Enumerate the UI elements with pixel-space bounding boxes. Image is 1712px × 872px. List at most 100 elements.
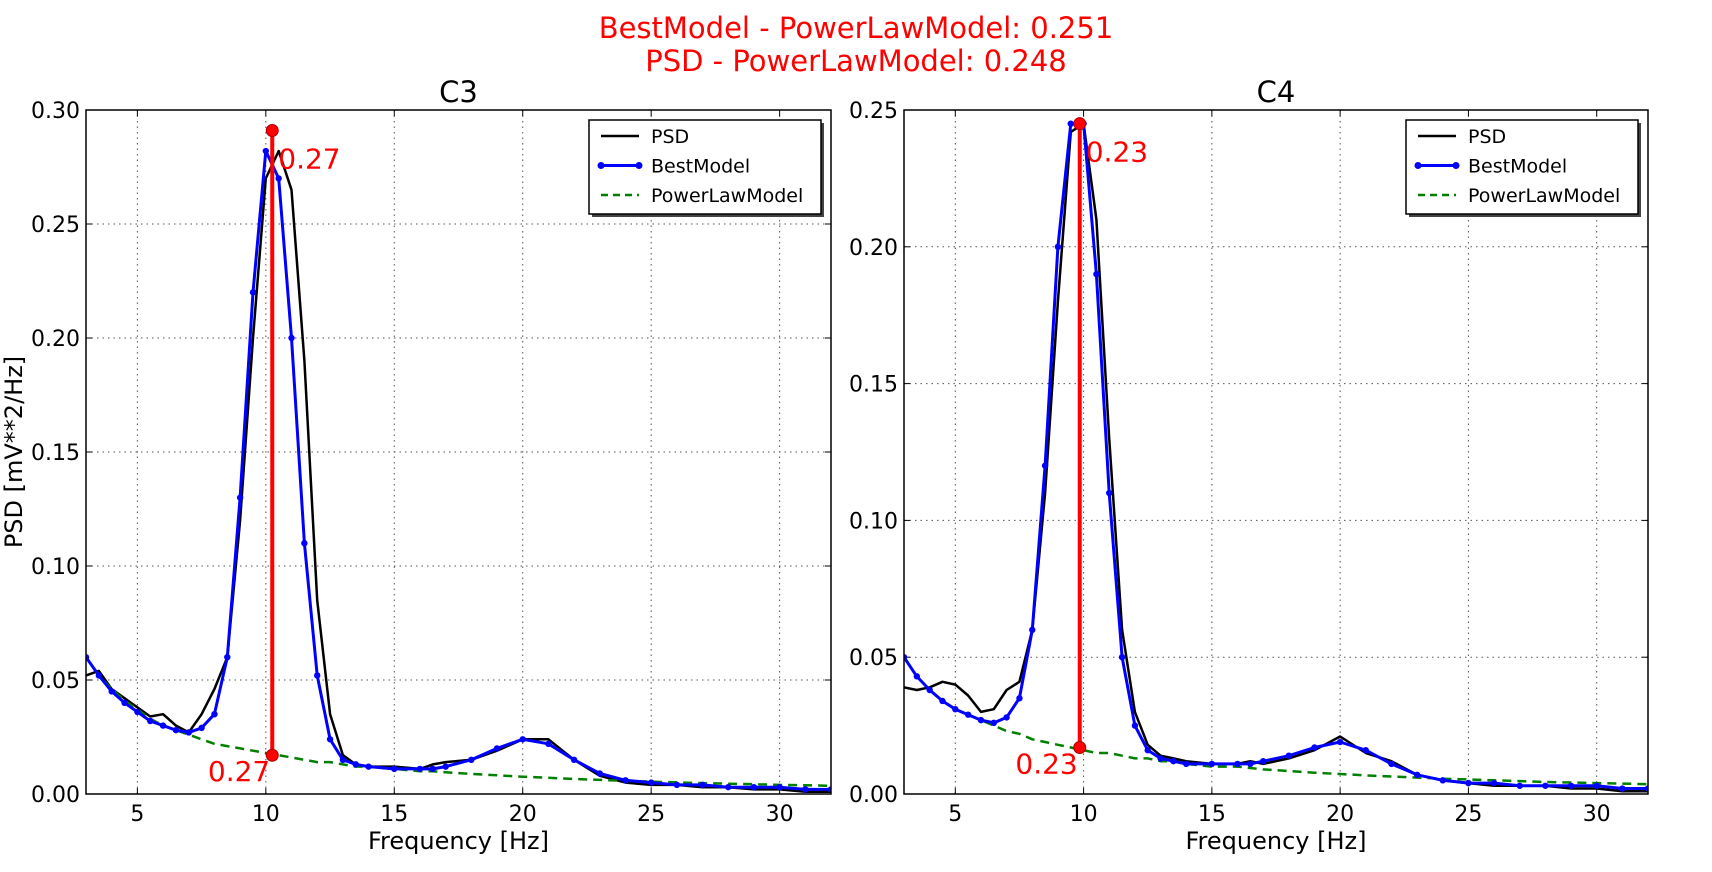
bestmodel-point [1259,757,1267,765]
bestmodel-point [365,763,372,770]
bestmodel-point [1041,462,1049,469]
bestmodel-point [1170,757,1177,765]
chart-panel-c3: 5 10 15 20 25 30 0.00 0.05 0.10 0.15 0.20 0.25 0.30 0… [0,75,832,855]
legend-dot [1414,162,1422,169]
bestmodel-point [1439,777,1446,784]
chart-panel-c4: 5 10 15 20 25 30 0.00 0.05 0.10 0.15 0.20 0.25 0.23 0… [849,75,1649,855]
bestmodel-point [1362,747,1369,754]
bestmodel-point [314,672,321,679]
figure-suptitle-line-1: BestModel - PowerLawModel: 0.251 [599,11,1114,45]
bestmodel-point [86,654,90,661]
y-tick-label: 0.10 [31,555,80,580]
bestmodel-point [939,697,946,705]
legend: PSD BestModel PowerLawModel [588,119,824,217]
y-tick-label: 0.05 [31,669,80,694]
peak-annotation-bottom-marker [265,748,279,762]
bestmodel-point [990,719,997,727]
bestmodel-point [1567,782,1575,789]
figure-suptitle-line-2: PSD - PowerLawModel: 0.248 [645,44,1067,78]
bestmodel-point [211,711,218,718]
bestmodel-point [352,761,359,768]
bestmodel-point [159,722,167,729]
peak-annotation-label-top: 0.27 [278,143,340,176]
bestmodel-point [913,673,921,680]
chart-title: C3 [439,75,478,109]
x-axis-label: Frequency [Hz] [1186,827,1367,855]
bestmodel-point [1234,760,1241,768]
bestmodel-point [1067,120,1074,127]
bestmodel-point [750,783,758,791]
bestmodel-point [1157,755,1164,762]
bestmodel-point [198,724,205,732]
bestmodel-point [108,688,115,695]
bestmodel-point [1593,782,1600,789]
peak-annotation-bottom-marker [1073,740,1087,754]
bestmodel-point [802,786,809,793]
bestmodel-point [1247,760,1254,768]
bestmodel-point [699,781,706,789]
bestmodel-point [121,699,128,706]
bestmodel-point [1311,744,1318,751]
bestmodel-point [776,783,783,791]
bestmodel-point [545,740,552,748]
peak-annotation-top-marker [265,124,279,138]
legend-dot [1452,162,1460,169]
y-axis-label: PSD [mV**2/Hz] [0,356,28,548]
bestmodel-point [1285,752,1293,759]
bestmodel-point [1413,771,1421,779]
x-tick-label: 30 [766,802,794,827]
y-tick-label: 0.25 [31,213,80,238]
bestmodel-point [1388,760,1395,768]
x-axis-label: Frequency [Hz] [368,827,549,855]
bestmodel-point [1029,626,1036,634]
x-tick-label: 25 [1454,802,1482,827]
bestmodel-point [95,672,103,679]
legend-label-powerlawmodel: PowerLawModel [651,185,803,207]
y-tick-label: 0.20 [31,327,80,352]
bestmodel-point [416,765,424,773]
plot-area [904,110,1648,794]
bestmodel-point [236,494,244,501]
x-tick-label: 25 [637,802,665,827]
x-tick-label: 15 [380,802,408,827]
bestmodel-point [725,783,732,791]
bestmodel-point [339,756,347,763]
series-group [904,120,1648,793]
bestmodel-point [1118,654,1126,661]
bestmodel-point [262,147,270,155]
bestmodel-point [827,786,831,793]
chart-title: C4 [1257,75,1296,109]
legend-dot [635,162,643,169]
bestmodel-point [964,711,972,718]
x-tick-label: 15 [1198,802,1226,827]
legend: PSD BestModel PowerLawModel [1405,119,1641,217]
legend-dot [597,162,605,169]
bestmodel-point [926,686,933,694]
bestmodel-point [172,726,180,734]
bestmodel-point [1542,782,1549,789]
axes-frame [903,109,1649,795]
y-tick-label: 0.10 [849,509,898,534]
bestmodel-point [519,736,526,743]
y-tick-label: 0.05 [849,646,898,671]
y-tick-label: 0.30 [31,99,80,124]
bestmodel-point [185,729,192,736]
bestmodel-point [596,770,603,777]
bestmodel-point [647,779,655,786]
bestmodel-point [1144,747,1151,754]
bestmodel-point [288,334,295,342]
bestmodel-point [1490,779,1498,787]
legend-label-bestmodel: BestModel [651,156,750,178]
axes-frame [85,109,832,795]
bestmodel-point [275,175,282,182]
bestmodel-point [147,717,154,725]
bestmodel-point [1003,714,1010,721]
bestmodel-point [904,654,908,661]
series-line-psd [86,149,831,793]
x-tick-label: 10 [252,802,280,827]
bestmodel-point [134,708,141,716]
bestmodel-point [442,763,449,770]
bestmodel-point [570,756,578,763]
bestmodel-point [429,765,437,773]
y-tick-label: 0.15 [31,441,80,466]
